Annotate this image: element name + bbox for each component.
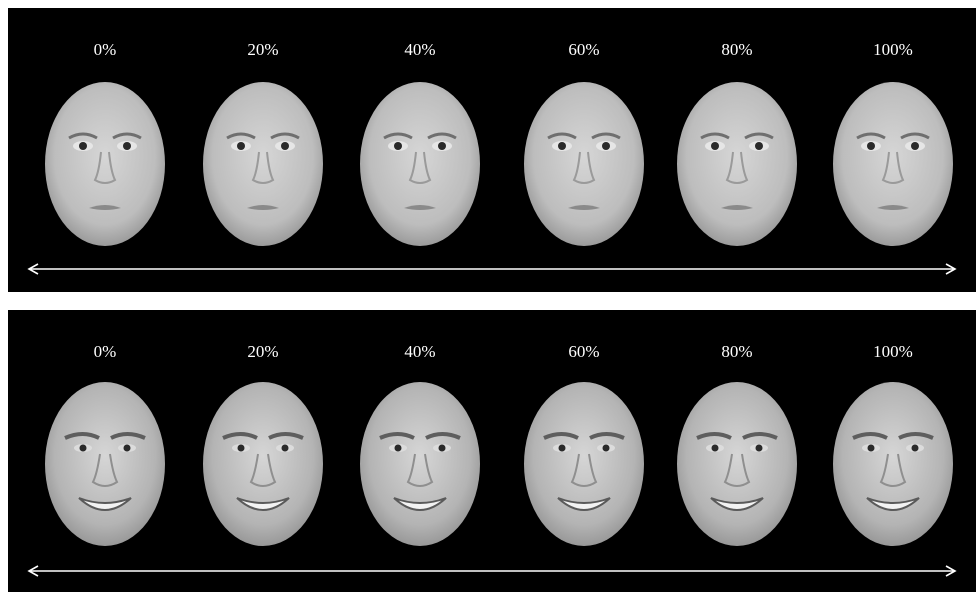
female-face-morph-panel: 0% 20% 40% 60% 80% 100% bbox=[8, 8, 976, 292]
label-40: 40% bbox=[404, 342, 436, 361]
label-80: 80% bbox=[721, 40, 753, 59]
percentage-labels: 0% 20% 40% 60% 80% 100% bbox=[8, 310, 976, 370]
label-100: 100% bbox=[873, 342, 913, 361]
label-60: 60% bbox=[568, 342, 600, 361]
male-face-image bbox=[201, 380, 325, 553]
male-face-image bbox=[831, 380, 955, 553]
female-face-image bbox=[675, 80, 799, 253]
female-face-image bbox=[43, 80, 167, 253]
label-20: 20% bbox=[247, 342, 279, 361]
female-face-image bbox=[358, 80, 482, 253]
label-0: 0% bbox=[93, 342, 117, 361]
male-face-morph-panel: 0% 20% 40% 60% 80% 100% bbox=[8, 310, 976, 592]
label-80: 80% bbox=[721, 342, 753, 361]
male-face-image bbox=[358, 380, 482, 553]
label-60: 60% bbox=[568, 40, 600, 59]
female-face-image bbox=[522, 80, 646, 253]
label-0: 0% bbox=[93, 40, 117, 59]
label-40: 40% bbox=[404, 40, 436, 59]
percentage-labels: 0% 20% 40% 60% 80% 100% bbox=[8, 8, 976, 68]
male-face-image bbox=[43, 380, 167, 553]
female-face-image bbox=[831, 80, 955, 253]
female-face-image bbox=[201, 80, 325, 253]
label-20: 20% bbox=[247, 40, 279, 59]
label-100: 100% bbox=[873, 40, 913, 59]
male-face-image bbox=[675, 380, 799, 553]
continuum-arrow bbox=[27, 565, 957, 577]
continuum-arrow bbox=[27, 263, 957, 275]
male-face-image bbox=[522, 380, 646, 553]
